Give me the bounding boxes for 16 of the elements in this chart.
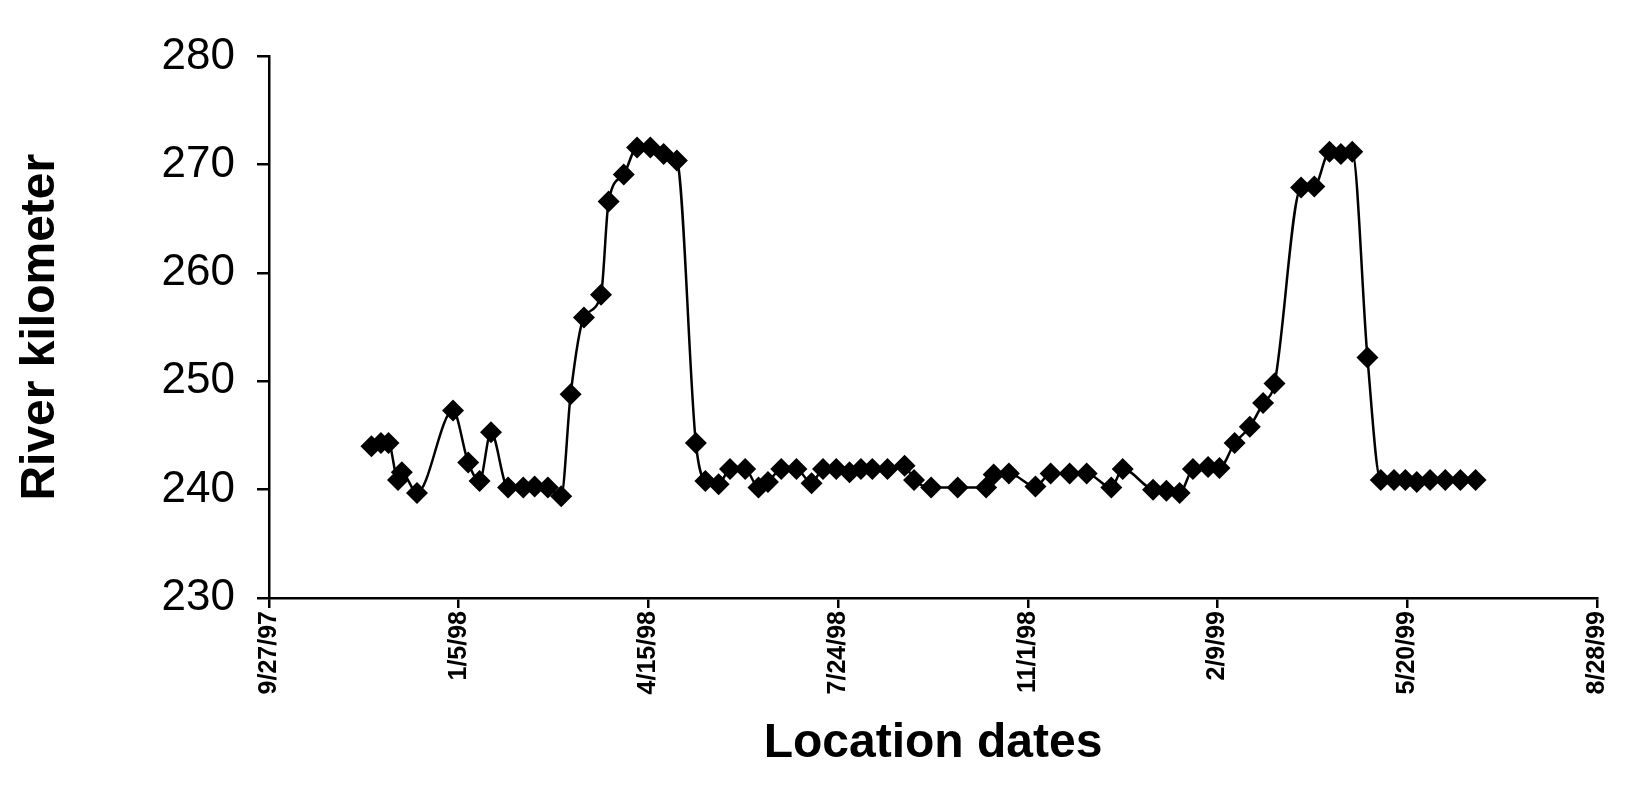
x-tick-label: 11/1/98 (1011, 610, 1040, 694)
y-tick-label: 250 (161, 353, 236, 403)
x-tick-label: 9/27/97 (252, 610, 281, 695)
x-tick-label: 5/20/99 (1391, 610, 1420, 695)
x-tick-label: 4/15/98 (632, 610, 661, 695)
x-tick-label: 2/9/99 (1201, 610, 1230, 681)
y-tick-label: 260 (161, 245, 236, 295)
y-tick-label: 230 (161, 570, 236, 620)
x-tick-label: 8/28/99 (1580, 610, 1609, 695)
x-tick-label: 7/24/98 (822, 610, 851, 695)
y-axis-title: River kilometer (11, 153, 65, 501)
y-tick-label: 270 (161, 136, 236, 186)
x-tick-label: 1/5/98 (442, 610, 471, 681)
y-tick-label: 240 (161, 461, 236, 511)
x-axis-title: Location dates (763, 714, 1103, 768)
y-tick-label: 280 (161, 28, 236, 78)
